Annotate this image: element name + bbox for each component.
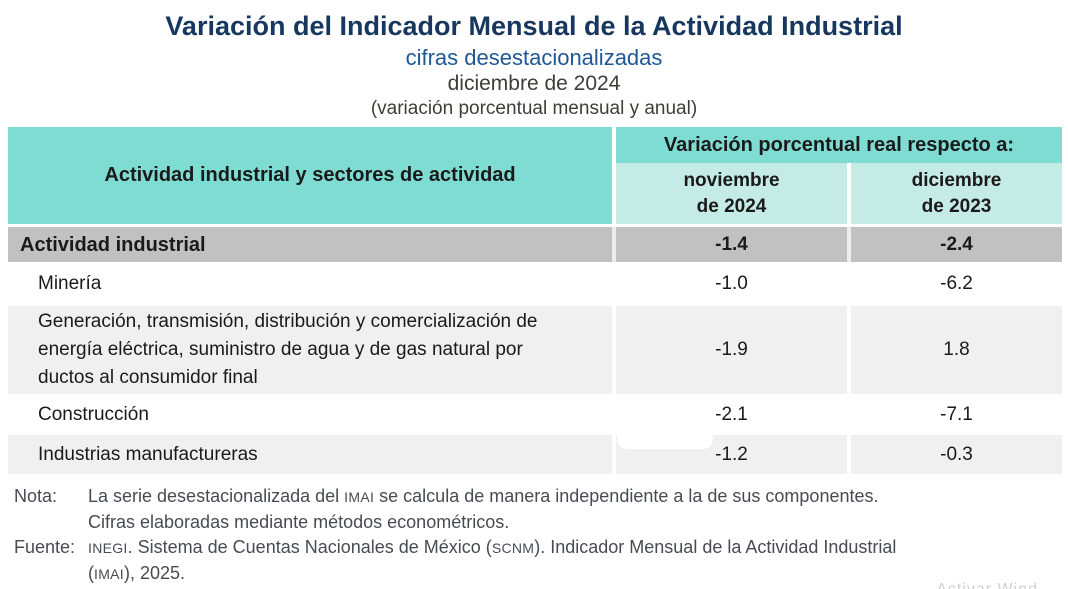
table-row-manufactureras: Industrias manufactureras -1.2 -0.3 [8, 435, 1062, 474]
page-title: Variación del Indicador Mensual de la Ac… [165, 11, 903, 41]
col-noviembre-line1: noviembre [683, 169, 780, 191]
table-header: Actividad industrial y sectores de activ… [8, 127, 1062, 224]
data-table: Actividad industrial y sectores de activ… [8, 127, 1062, 474]
scnm-acronym: SCNM [491, 540, 535, 556]
fuente-label: Fuente: [14, 537, 76, 557]
value-noviembre: -1.9 [612, 306, 847, 394]
nota-line2: Cifras elaboradas mediante métodos econo… [88, 512, 510, 532]
col-header-activity: Actividad industrial y sectores de activ… [8, 127, 612, 224]
subtitle: cifras desestacionalizadas [405, 45, 663, 70]
value-diciembre: 1.8 [847, 306, 1062, 394]
fuente-row: Fuente: INEGI. Sistema de Cuentas Nacion… [14, 535, 1068, 587]
value-diciembre: -6.2 [847, 265, 1062, 303]
imai-acronym: IMAI [94, 566, 124, 582]
col-header-diciembre: diciembre de 2023 [847, 163, 1062, 224]
table-row-construccion: Construcción -2.1 -7.1 [8, 397, 1062, 432]
table-row-actividad-industrial: Actividad industrial -1.4 -2.4 [8, 227, 1062, 262]
value-diciembre: -0.3 [847, 435, 1062, 474]
white-smudge-artifact [617, 429, 713, 449]
row-label: Actividad industrial [20, 233, 206, 256]
inegi-acronym: INEGI [88, 540, 128, 556]
caption-line: (variación porcentual mensual y anual) [370, 98, 698, 119]
footnotes: Nota: La serie desestacionalizada del IM… [14, 484, 1068, 587]
value-diciembre: -7.1 [847, 397, 1062, 432]
value-noviembre: -1.4 [612, 227, 847, 262]
nota-label: Nota: [14, 486, 58, 506]
row-label: Generación, transmisión, distribución y … [38, 311, 538, 388]
col-noviembre-line2: de 2024 [696, 195, 767, 217]
sub-columns: noviembre de 2024 diciembre de 2023 [616, 163, 1062, 224]
value-noviembre: -2.1 [612, 397, 847, 432]
table-header-right: Variación porcentual real respecto a: no… [612, 127, 1062, 224]
table-row-mineria: Minería -1.0 -6.2 [8, 265, 1062, 303]
nota-row: Nota: La serie desestacionalizada del IM… [14, 484, 1068, 535]
nota-line1: La serie desestacionalizada del IMAI se … [88, 486, 879, 506]
row-label: Minería [38, 273, 102, 294]
value-diciembre: -2.4 [847, 227, 1062, 262]
col-diciembre-line2: de 2023 [921, 195, 992, 217]
watermark-text: Activar Wind [936, 581, 1038, 589]
value-noviembre: -1.0 [612, 265, 847, 303]
group-header: Variación porcentual real respecto a: [616, 127, 1062, 163]
col-header-noviembre: noviembre de 2024 [616, 163, 847, 224]
value-noviembre: -1.2 [612, 435, 847, 474]
nota-text: La serie desestacionalizada del IMAI se … [88, 484, 1054, 535]
row-label: Construcción [38, 403, 149, 425]
col-diciembre-line1: diciembre [911, 169, 1002, 191]
row-label: Industrias manufactureras [38, 443, 258, 465]
fuente-line2: (IMAI), 2025. [88, 563, 186, 583]
title-block: Variación del Indicador Mensual de la Ac… [0, 0, 1068, 121]
period-line: diciembre de 2024 [447, 72, 621, 95]
fuente-text: INEGI. Sistema de Cuentas Nacionales de … [88, 535, 1054, 587]
imai-acronym: IMAI [344, 489, 375, 505]
table-row-energia: Generación, transmisión, distribución y … [8, 306, 1062, 394]
fuente-line1: INEGI. Sistema de Cuentas Nacionales de … [88, 537, 897, 557]
